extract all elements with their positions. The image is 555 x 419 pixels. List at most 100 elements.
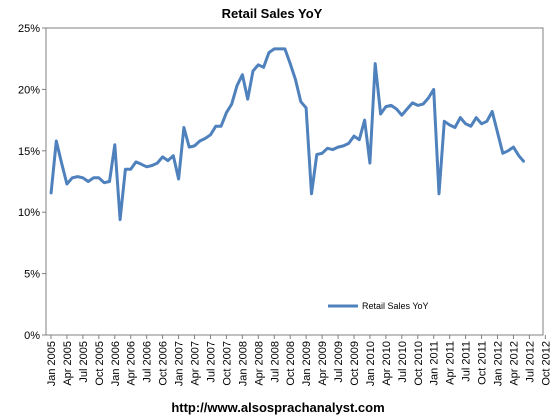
series-point xyxy=(193,145,196,147)
series-point xyxy=(140,163,143,166)
y-tick-label: 5% xyxy=(24,269,40,281)
series-point xyxy=(512,146,515,148)
series-point xyxy=(459,116,462,119)
series-point xyxy=(209,134,212,136)
series-point xyxy=(448,124,451,126)
x-tick-label: Oct 2010 xyxy=(413,341,425,386)
series-point xyxy=(87,180,89,183)
x-tick-label: Jul 2009 xyxy=(333,341,345,383)
series-point xyxy=(342,145,345,147)
series-point xyxy=(401,114,403,116)
x-tick-label: Oct 2008 xyxy=(285,341,297,386)
series-point xyxy=(220,125,222,127)
series-point xyxy=(262,66,265,69)
series-point xyxy=(411,102,414,104)
y-tick-label: 0% xyxy=(24,330,40,342)
x-tick-label: Jan 2005 xyxy=(46,341,58,386)
series-point xyxy=(257,64,260,66)
source-url: http://www.alsosprachanalyst.com xyxy=(171,400,384,415)
x-tick-label: Oct 2012 xyxy=(540,341,552,386)
series-point xyxy=(406,108,408,110)
series-point xyxy=(496,131,499,134)
series-point xyxy=(374,62,377,65)
series-layer xyxy=(49,47,526,222)
chart-title: Retail Sales YoY xyxy=(222,6,323,21)
y-tick-label: 15% xyxy=(18,146,40,158)
x-tick-label: Oct 2011 xyxy=(477,341,489,385)
series-point xyxy=(252,70,254,72)
series-point xyxy=(305,107,307,109)
series-point xyxy=(331,148,334,151)
x-tick-label: Oct 2009 xyxy=(349,341,361,386)
series-point xyxy=(294,78,297,81)
x-tick-label: Jul 2012 xyxy=(524,341,536,383)
x-tick-label: Apr 2007 xyxy=(190,341,202,386)
x-tick-label: Jul 2008 xyxy=(269,341,281,383)
series-point xyxy=(379,113,382,115)
y-tick-label: 25% xyxy=(18,23,40,35)
x-tick-label: Jul 2010 xyxy=(397,341,409,383)
x-tick-label: Jan 2008 xyxy=(237,341,249,386)
series-point xyxy=(347,142,350,145)
series-point xyxy=(417,104,419,107)
series-point xyxy=(326,147,329,150)
x-axis: Jan 2005 Apr 2005 Jul 2005 Oct 2005 Jan 2006… xyxy=(46,335,552,386)
series-point xyxy=(507,150,509,152)
x-tick-label: Apr 2011 xyxy=(445,341,457,385)
x-tick-label: Jan 2012 xyxy=(493,341,505,386)
series-point xyxy=(358,138,361,141)
series-point xyxy=(114,143,116,146)
series-point xyxy=(183,126,185,129)
series-point xyxy=(268,51,270,54)
series-point xyxy=(135,161,137,163)
x-tick-label: Jan 2009 xyxy=(301,341,313,386)
series-point xyxy=(395,108,398,110)
series-point xyxy=(390,104,393,107)
series-point xyxy=(71,177,74,179)
x-tick-label: Jul 2006 xyxy=(142,341,154,383)
x-tick-label: Jan 2010 xyxy=(365,341,377,386)
series-point xyxy=(241,73,244,76)
series-point xyxy=(289,62,292,65)
series-point xyxy=(188,146,190,148)
series-point xyxy=(225,111,228,114)
series-point xyxy=(82,177,84,179)
series-point xyxy=(337,146,339,148)
series-point xyxy=(55,140,58,142)
series-point xyxy=(454,126,456,129)
series-point xyxy=(151,164,153,167)
series-point xyxy=(172,154,175,157)
series-point xyxy=(273,48,276,50)
series-point xyxy=(50,193,52,195)
series-point xyxy=(98,177,100,179)
series-point xyxy=(103,181,105,184)
series-point xyxy=(204,137,206,140)
series-point xyxy=(236,84,238,87)
series-point xyxy=(300,100,302,103)
x-tick-label: Jan 2011 xyxy=(429,341,441,385)
series-point xyxy=(502,152,504,155)
series-point xyxy=(353,135,355,137)
series-point xyxy=(316,153,318,156)
series-point xyxy=(129,168,132,170)
x-tick-label: Oct 2006 xyxy=(158,341,170,386)
series-point xyxy=(76,175,79,178)
x-tick-label: Apr 2009 xyxy=(317,341,329,386)
series-point xyxy=(523,161,525,163)
series-point xyxy=(199,140,201,142)
x-tick-label: Apr 2012 xyxy=(508,341,520,386)
series-point xyxy=(230,103,233,105)
series-point xyxy=(246,98,249,100)
series-point xyxy=(427,97,430,99)
series-point xyxy=(385,105,387,108)
series-point xyxy=(124,168,127,170)
y-tick-label: 20% xyxy=(18,84,40,96)
x-tick-label: Oct 2005 xyxy=(94,341,106,386)
series-point xyxy=(363,119,366,121)
x-tick-label: Jan 2007 xyxy=(174,341,186,386)
series-point xyxy=(66,183,68,185)
legend-label: Retail Sales YoY xyxy=(362,301,429,311)
series-point xyxy=(491,110,494,113)
series-point xyxy=(278,48,281,50)
